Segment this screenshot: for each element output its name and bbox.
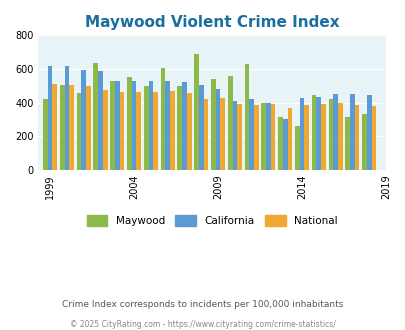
Bar bbox=[43, 99, 48, 170]
Bar bbox=[64, 66, 69, 170]
Bar bbox=[366, 95, 371, 170]
Bar bbox=[349, 94, 354, 170]
Bar bbox=[304, 105, 308, 170]
Bar bbox=[119, 92, 124, 170]
Bar bbox=[52, 84, 57, 170]
Bar bbox=[220, 98, 224, 170]
Bar bbox=[254, 105, 258, 170]
Bar bbox=[215, 89, 220, 170]
Bar bbox=[81, 70, 86, 170]
Bar bbox=[160, 68, 165, 170]
Bar bbox=[328, 99, 333, 170]
Bar bbox=[249, 99, 254, 170]
Text: Crime Index corresponds to incidents per 100,000 inhabitants: Crime Index corresponds to incidents per… bbox=[62, 300, 343, 309]
Bar bbox=[282, 118, 287, 170]
Bar bbox=[86, 86, 91, 170]
Bar bbox=[315, 97, 320, 170]
Legend: Maywood, California, National: Maywood, California, National bbox=[86, 215, 337, 226]
Bar bbox=[345, 117, 349, 170]
Bar bbox=[69, 85, 74, 170]
Bar bbox=[277, 117, 282, 170]
Bar bbox=[165, 81, 170, 170]
Bar bbox=[48, 66, 52, 170]
Bar bbox=[337, 104, 342, 170]
Bar bbox=[136, 92, 141, 170]
Bar bbox=[294, 126, 299, 170]
Bar bbox=[153, 92, 158, 170]
Bar bbox=[93, 63, 98, 170]
Bar bbox=[211, 79, 215, 170]
Bar bbox=[170, 91, 174, 170]
Bar bbox=[131, 81, 136, 170]
Bar bbox=[102, 90, 107, 170]
Bar bbox=[98, 71, 102, 170]
Bar bbox=[203, 99, 208, 170]
Bar bbox=[143, 86, 148, 170]
Bar bbox=[311, 95, 315, 170]
Bar bbox=[148, 81, 153, 170]
Bar bbox=[261, 103, 265, 170]
Bar bbox=[287, 108, 292, 170]
Bar bbox=[232, 101, 237, 170]
Bar bbox=[60, 85, 64, 170]
Bar bbox=[127, 78, 131, 170]
Bar bbox=[237, 104, 241, 170]
Bar bbox=[265, 104, 270, 170]
Bar bbox=[354, 105, 358, 170]
Bar bbox=[177, 86, 182, 170]
Bar bbox=[77, 93, 81, 170]
Bar bbox=[227, 76, 232, 170]
Bar bbox=[186, 93, 191, 170]
Bar bbox=[270, 104, 275, 170]
Bar bbox=[115, 81, 119, 170]
Bar bbox=[299, 98, 304, 170]
Bar bbox=[182, 82, 186, 170]
Title: Maywood Violent Crime Index: Maywood Violent Crime Index bbox=[85, 15, 339, 30]
Bar bbox=[198, 85, 203, 170]
Bar bbox=[320, 104, 325, 170]
Text: © 2025 CityRating.com - https://www.cityrating.com/crime-statistics/: © 2025 CityRating.com - https://www.city… bbox=[70, 320, 335, 329]
Bar bbox=[110, 81, 115, 170]
Bar bbox=[333, 94, 337, 170]
Bar bbox=[361, 115, 366, 170]
Bar bbox=[371, 106, 375, 170]
Bar bbox=[194, 54, 198, 170]
Bar bbox=[244, 64, 249, 170]
